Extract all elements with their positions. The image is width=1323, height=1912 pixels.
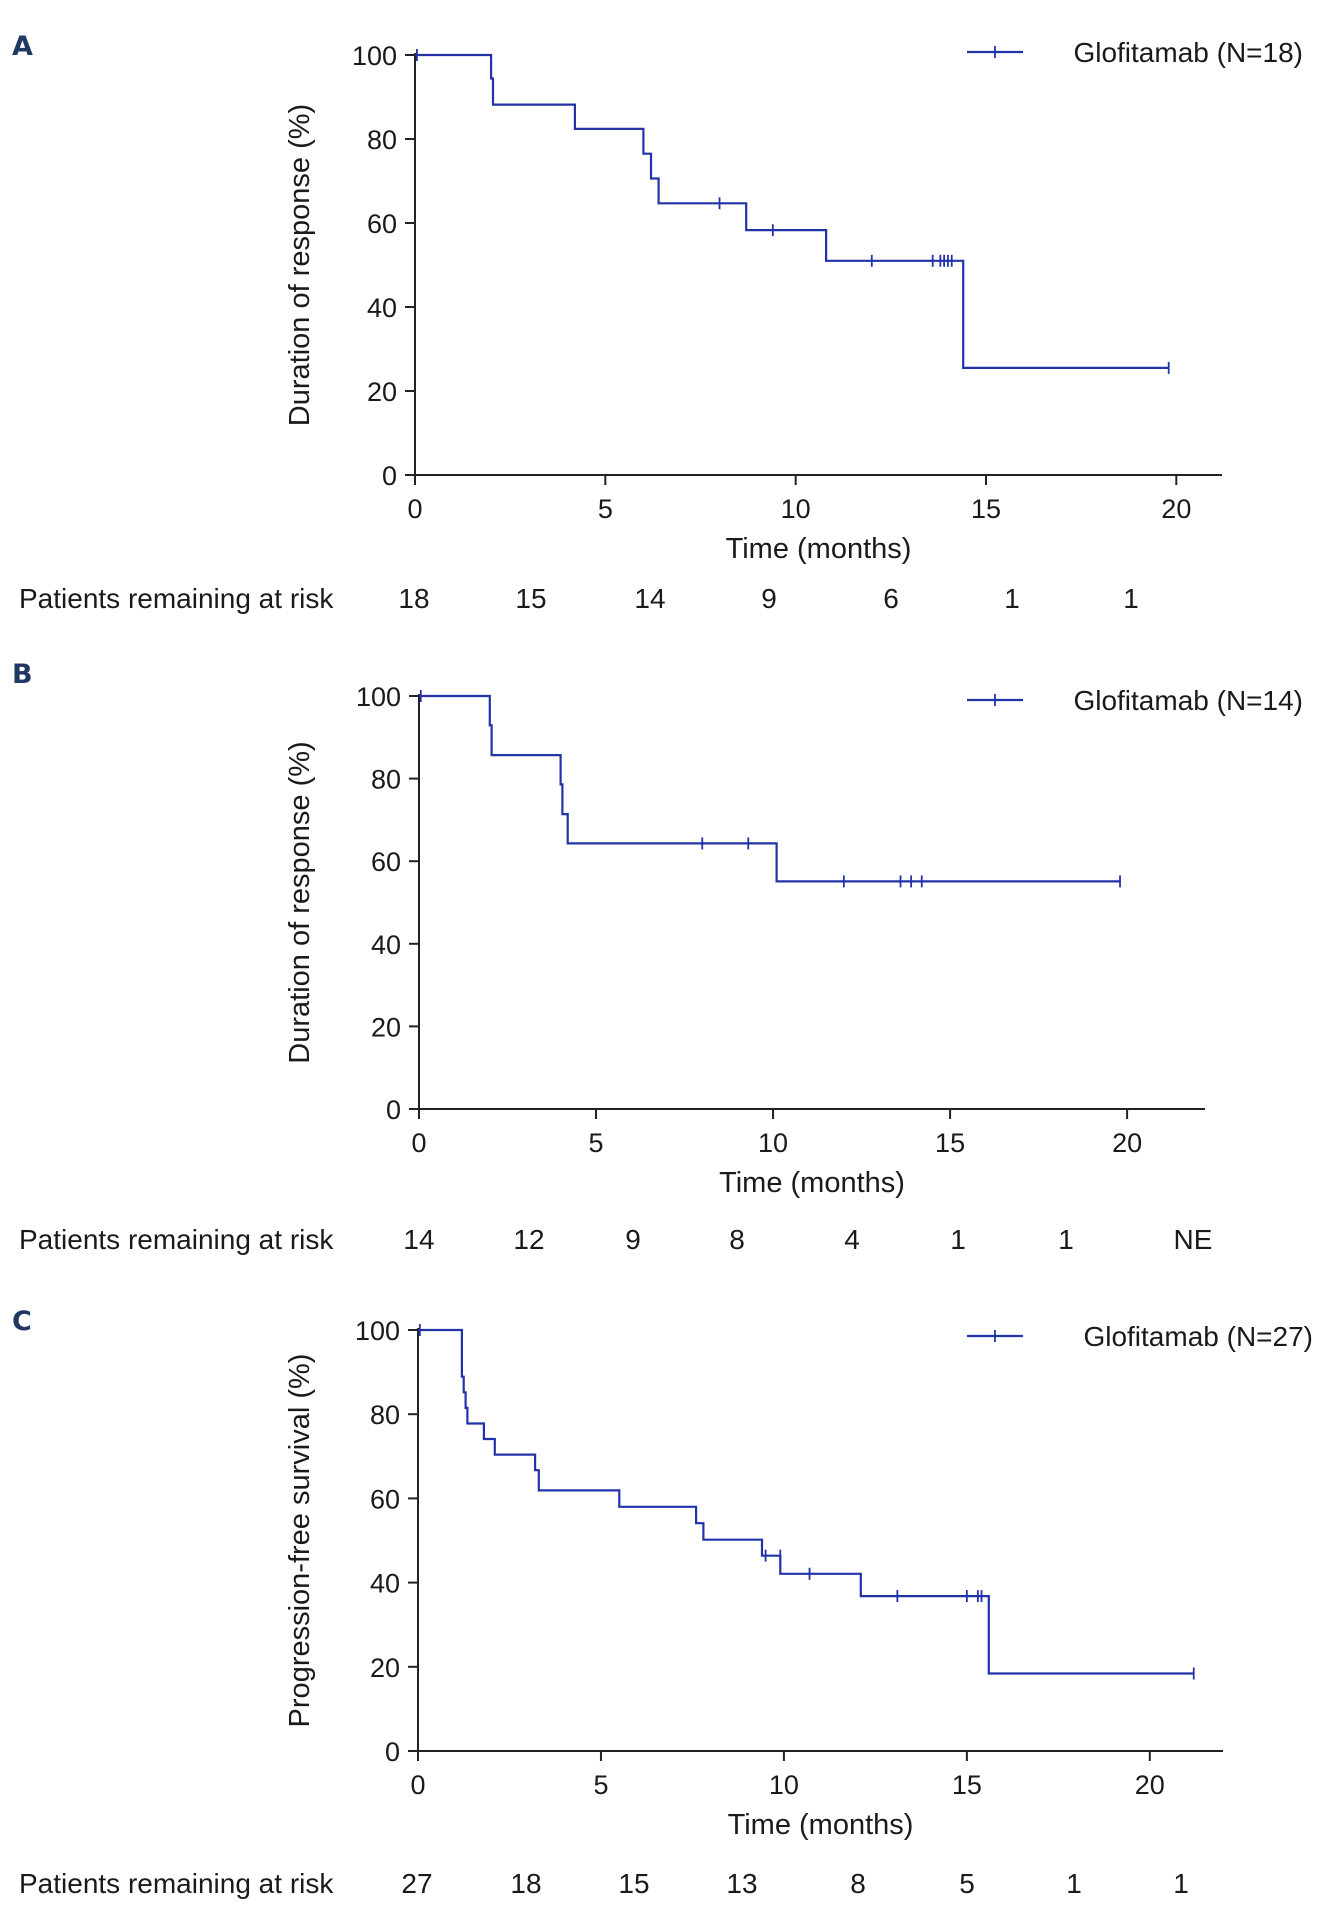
panel-a-y-tick-label: 60 xyxy=(367,209,397,239)
panel-b-chart: B 0 20 40 60 80 100 0 5 10 15 20 Time (months) Durati… xyxy=(12,659,1303,1255)
panel-a-chart: A 0 20 40 60 80 100 0 5 10 15 20 Time (months) Durati… xyxy=(12,31,1303,614)
panel-b-y-tick-label: 0 xyxy=(386,1095,401,1125)
panel-a-x-tick-label: 15 xyxy=(971,494,1001,524)
panel-b-y-tick-label: 20 xyxy=(371,1012,401,1042)
panel-c-x-tick-label: 0 xyxy=(410,1770,425,1800)
panel-b-y-tick-label: 100 xyxy=(356,682,401,712)
panel-a-risk-value: 1 xyxy=(1004,583,1020,614)
panel-b-x-tick-label: 0 xyxy=(411,1128,426,1158)
panel-c-x-tick-label: 10 xyxy=(769,1770,799,1800)
panel-c-risk-table-label: Patients remaining at risk xyxy=(19,1868,334,1899)
panel-c-risk-value: 8 xyxy=(850,1868,866,1899)
panel-c-y-tick-label: 20 xyxy=(370,1653,400,1683)
panel-a-km-curve xyxy=(415,53,1169,369)
panel-b-risk-value: 1 xyxy=(1058,1224,1074,1255)
panel-c-risk-value: 15 xyxy=(618,1868,649,1899)
panel-a-risk-value: 1 xyxy=(1123,583,1139,614)
panel-c-risk-value: 13 xyxy=(726,1868,757,1899)
panel-a-risk-table: Patients remaining at risk 18 15 14 9 6 1 1 xyxy=(19,583,1139,614)
panel-b-risk-value: 14 xyxy=(403,1224,434,1255)
panel-a-risk-value: 9 xyxy=(761,583,777,614)
panel-b-risk-table-label: Patients remaining at risk xyxy=(19,1224,334,1255)
panel-c-x-tick-label: 20 xyxy=(1135,1770,1165,1800)
panel-c-y-tick-label: 80 xyxy=(370,1400,400,1430)
panel-a-risk-value: 6 xyxy=(883,583,899,614)
panel-a-legend: Glofitamab (N=18) xyxy=(967,37,1303,68)
panel-a-x-tick-label: 0 xyxy=(407,494,422,524)
panel-c-x-tick-label: 5 xyxy=(593,1770,608,1800)
panel-a-y-tick-label: 100 xyxy=(352,41,397,71)
panel-a-risk-value: 15 xyxy=(515,583,546,614)
panel-b-x-axis-title: Time (months) xyxy=(719,1167,905,1199)
panel-b-y-axis-title: Duration of response (%) xyxy=(284,741,316,1063)
panel-c-risk-table: Patients remaining at risk 27 18 15 13 8 5 1 1 xyxy=(19,1868,1189,1899)
panel-b-y-tick-label: 80 xyxy=(371,765,401,795)
panel-a-y-tick-label: 20 xyxy=(367,377,397,407)
panel-a-risk-table-label: Patients remaining at risk xyxy=(19,583,334,614)
panel-c-risk-value: 27 xyxy=(401,1868,432,1899)
panel-c-y-tick-label: 60 xyxy=(370,1484,400,1514)
panel-c-risk-value: 18 xyxy=(510,1868,541,1899)
panel-b-letter: B xyxy=(12,659,33,690)
panel-c-letter: C xyxy=(12,1306,32,1337)
panel-b-risk-value: NE xyxy=(1174,1224,1213,1255)
panel-b-risk-value: 9 xyxy=(625,1224,641,1255)
panel-a-risk-value: 18 xyxy=(398,583,429,614)
panel-c-km-curve xyxy=(418,1328,1194,1675)
panel-c-legend-label: Glofitamab (N=27) xyxy=(1083,1321,1313,1352)
panel-b-legend: Glofitamab (N=14) xyxy=(967,685,1303,716)
panel-a-y-tick-label: 80 xyxy=(367,125,397,155)
panel-b-legend-label: Glofitamab (N=14) xyxy=(1073,685,1303,716)
panel-c-legend: Glofitamab (N=27) xyxy=(967,1321,1313,1352)
panel-a-x-tick-label: 20 xyxy=(1161,494,1191,524)
panel-b-risk-value: 1 xyxy=(950,1224,966,1255)
panel-b-risk-value: 4 xyxy=(844,1224,860,1255)
panel-c-risk-value: 5 xyxy=(959,1868,975,1899)
panel-a-letter: A xyxy=(12,31,33,62)
panel-c-y-tick-label: 40 xyxy=(370,1569,400,1599)
panel-b-risk-table: Patients remaining at risk 14 12 9 8 4 1 1 NE xyxy=(19,1224,1212,1255)
panel-a-y-tick-label: 0 xyxy=(382,461,397,491)
panel-a-legend-label: Glofitamab (N=18) xyxy=(1073,37,1303,68)
panel-b-x-tick-label: 15 xyxy=(935,1128,965,1158)
panel-a-x-tick-label: 5 xyxy=(598,494,613,524)
panel-b-km-curve xyxy=(419,694,1120,883)
panel-c-risk-value: 1 xyxy=(1066,1868,1082,1899)
panel-c-risk-value: 1 xyxy=(1173,1868,1189,1899)
panel-a-risk-value: 14 xyxy=(634,583,665,614)
panel-c-y-tick-label: 0 xyxy=(385,1737,400,1767)
panel-c-y-axis-title: Progression-free survival (%) xyxy=(284,1354,316,1728)
panel-b-y-tick-label: 60 xyxy=(371,847,401,877)
panel-a-x-tick-label: 10 xyxy=(781,494,811,524)
panel-a-y-tick-label: 40 xyxy=(367,293,397,323)
panel-c-x-tick-label: 15 xyxy=(952,1770,982,1800)
panel-b-risk-value: 12 xyxy=(513,1224,544,1255)
panel-b-risk-value: 8 xyxy=(729,1224,745,1255)
panel-b-x-tick-label: 20 xyxy=(1112,1128,1142,1158)
panel-c-x-axis-title: Time (months) xyxy=(728,1809,914,1841)
panel-a-x-axis-title: Time (months) xyxy=(726,533,912,565)
panel-b-x-tick-label: 5 xyxy=(589,1128,604,1158)
panel-a-y-axis-title: Duration of response (%) xyxy=(284,104,316,426)
panel-b-x-tick-label: 10 xyxy=(758,1128,788,1158)
panel-c-y-tick-label: 100 xyxy=(355,1316,400,1346)
panel-b-y-tick-label: 40 xyxy=(371,930,401,960)
